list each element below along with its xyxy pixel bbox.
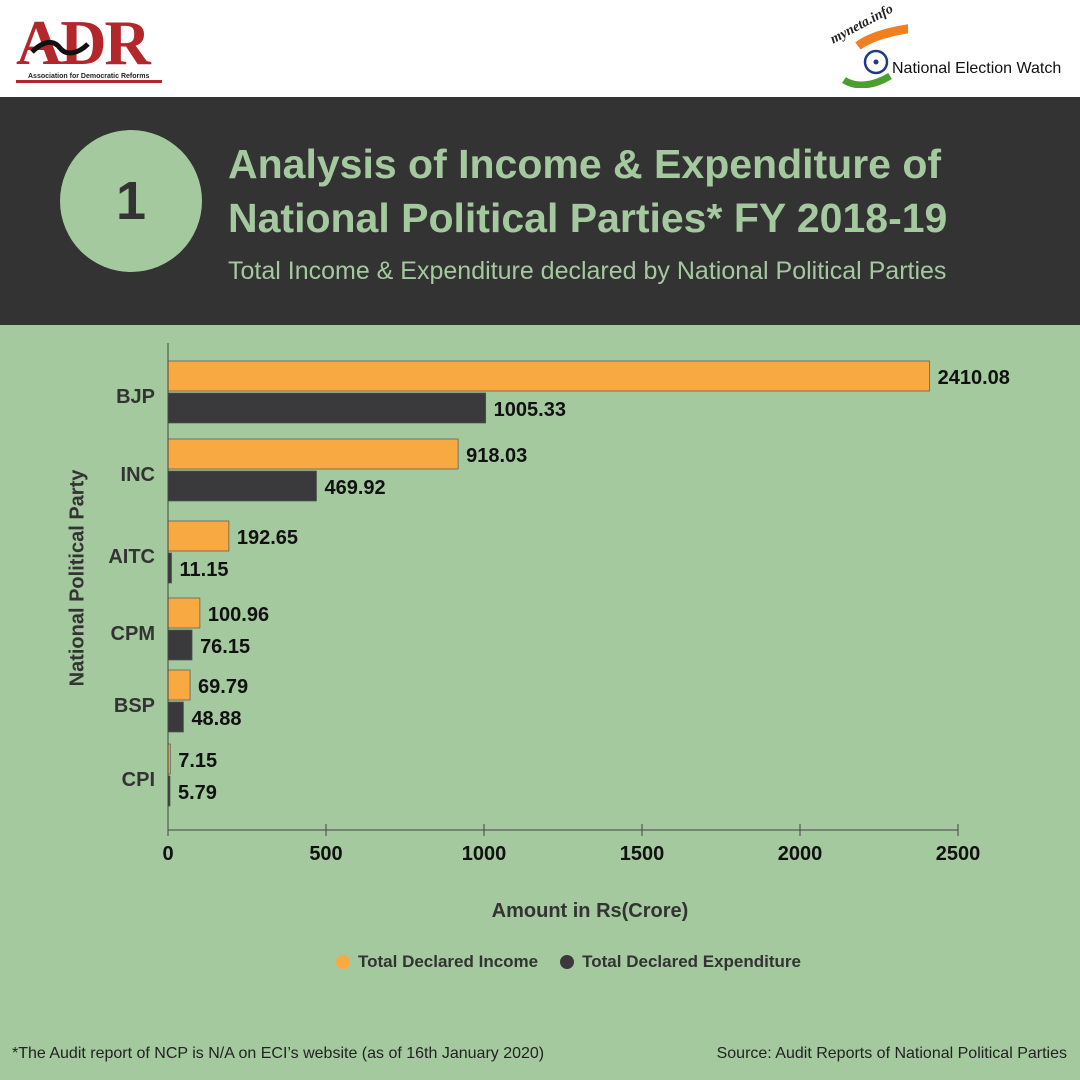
top-bar: ADR Association for Democratic Reforms m… xyxy=(0,0,1080,97)
category-label-cpm: CPM xyxy=(111,623,155,645)
bar-income-aitc xyxy=(167,520,230,552)
source-note: Source: Audit Reports of National Politi… xyxy=(716,1045,1067,1062)
legend-swatch-income xyxy=(336,955,350,969)
value-label-income-inc: 918.03 xyxy=(466,445,527,467)
flag-wheel-icon xyxy=(842,24,908,88)
value-label-income-cpm: 100.96 xyxy=(208,604,269,626)
header-band: 1 Analysis of Income & Expenditure of Na… xyxy=(0,97,1080,325)
footnote: *The Audit report of NCP is N/A on ECI’s… xyxy=(12,1045,545,1062)
bar-expenditure-cpm xyxy=(167,629,193,661)
value-label-expenditure-inc: 469.92 xyxy=(324,477,385,499)
value-label-income-bsp: 69.79 xyxy=(198,676,248,698)
adr-logo: ADR Association for Democratic Reforms xyxy=(16,7,166,86)
adr-logo-tagline: Association for Democratic Reforms xyxy=(28,73,150,80)
value-label-expenditure-aitc: 11.15 xyxy=(180,559,229,581)
value-label-expenditure-cpm: 76.15 xyxy=(200,636,250,658)
value-label-expenditure-bsp: 48.88 xyxy=(191,708,241,730)
x-tick-label-1000: 1000 xyxy=(462,843,507,865)
value-label-income-cpi: 7.15 xyxy=(178,750,217,772)
bar-expenditure-bsp xyxy=(167,701,184,733)
bar-income-bjp xyxy=(167,360,930,392)
page-title: Analysis of Income & Expenditure of Nati… xyxy=(228,141,948,241)
bar-expenditure-aitc xyxy=(167,552,172,584)
new-logo: myneta.info National Election Watch xyxy=(826,2,1071,88)
category-label-inc: INC xyxy=(121,464,155,486)
adr-wave-icon xyxy=(30,40,90,56)
adr-logo-bar xyxy=(16,80,162,83)
infographic-number-badge: 1 xyxy=(60,130,202,272)
x-tick-label-2000: 2000 xyxy=(778,843,823,865)
category-label-bsp: BSP xyxy=(114,695,155,717)
chart-legend: Total Declared Income Total Declared Exp… xyxy=(336,950,801,974)
value-label-income-aitc: 192.65 xyxy=(237,527,298,549)
x-axis-title: Amount in Rs(Crore) xyxy=(492,900,689,922)
bar-chart: National Political Party Amount in Rs(Cr… xyxy=(66,343,1010,922)
page-subtitle: Total Income & Expenditure declared by N… xyxy=(228,257,947,285)
x-tick-label-2500: 2500 xyxy=(936,843,981,865)
value-label-expenditure-bjp: 1005.33 xyxy=(494,399,566,421)
bar-income-inc xyxy=(167,438,459,470)
x-tick-label-500: 500 xyxy=(309,843,342,865)
category-label-aitc: AITC xyxy=(108,546,155,568)
category-label-bjp: BJP xyxy=(116,386,155,408)
bar-income-bsp xyxy=(167,669,191,701)
category-label-cpi: CPI xyxy=(122,769,155,791)
x-tick-label-1500: 1500 xyxy=(620,843,665,865)
new-logo-text: National Election Watch xyxy=(892,60,1062,77)
bar-income-cpm xyxy=(167,597,201,629)
legend-item-income: Total Declared Income xyxy=(336,952,538,972)
legend-swatch-expenditure xyxy=(560,955,575,969)
adr-logo-letters: ADR xyxy=(16,7,151,78)
legend-label-income: Total Declared Income xyxy=(358,952,539,971)
y-axis-title: National Political Party xyxy=(66,469,88,687)
bar-expenditure-inc xyxy=(167,470,317,502)
x-tick-label-0: 0 xyxy=(162,843,173,865)
bar-expenditure-bjp xyxy=(167,392,487,424)
legend-label-expenditure: Total Declared Expenditure xyxy=(582,952,801,971)
value-label-income-bjp: 2410.08 xyxy=(938,367,1010,389)
legend-item-expenditure: Total Declared Expenditure xyxy=(560,952,801,972)
value-label-expenditure-cpi: 5.79 xyxy=(178,782,217,804)
